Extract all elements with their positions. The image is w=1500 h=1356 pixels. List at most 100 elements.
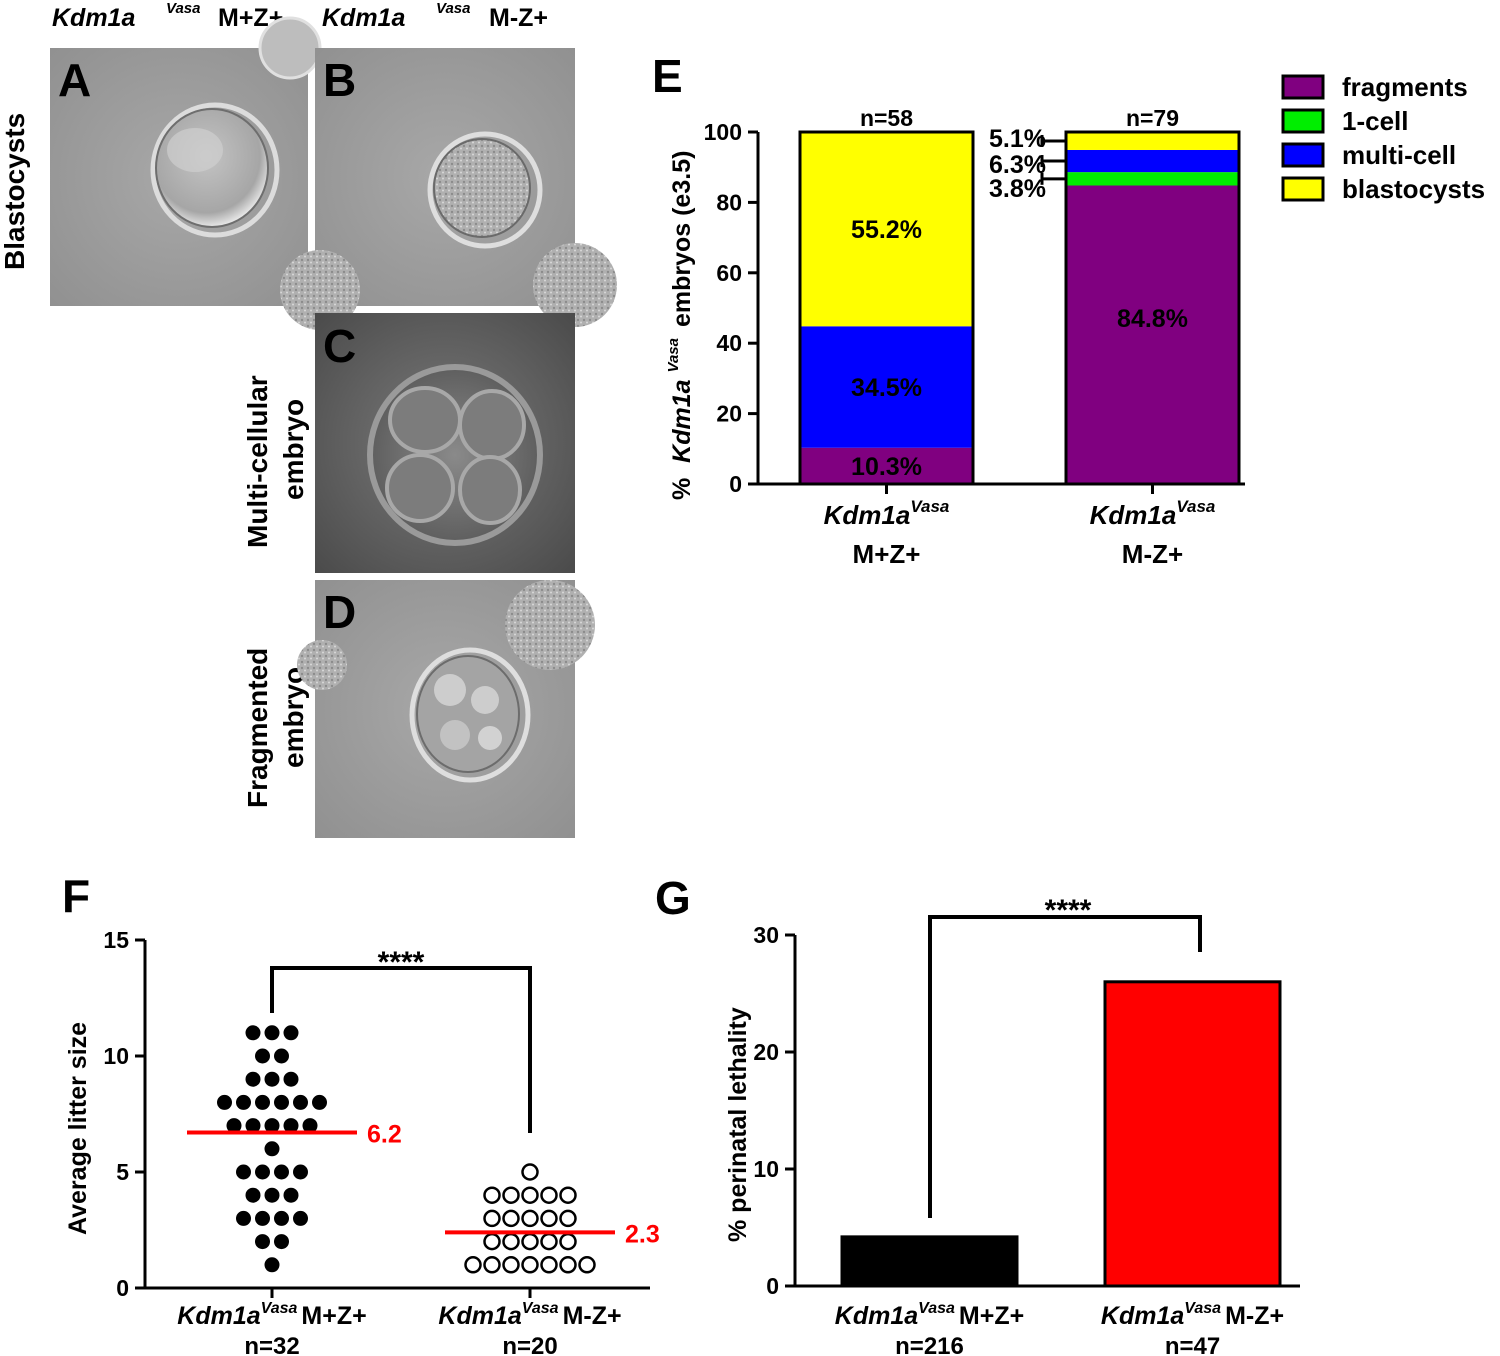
- geno-allele: Vasa: [910, 497, 949, 516]
- x-label: Kdm1aVasa M-Z+: [438, 1300, 621, 1330]
- callout-label: 3.8%: [989, 175, 1046, 203]
- y-tick-label: 20: [753, 1039, 779, 1065]
- y-tick-label: 20: [716, 401, 742, 427]
- legend-swatch-fragments: [1281, 74, 1325, 100]
- chart-f-ylabel: Average litter size: [64, 1022, 92, 1235]
- dot-filled: [217, 1094, 232, 1110]
- dot-filled: [283, 1025, 299, 1041]
- x-label-gene: Kdm1aVasa: [1090, 497, 1216, 530]
- dot-open: [559, 1186, 577, 1204]
- dot-open: [540, 1209, 558, 1228]
- mean-label: 2.3: [625, 1220, 660, 1248]
- y-tick-label: 30: [753, 922, 779, 948]
- legend-swatch-blastocysts: [1281, 176, 1325, 202]
- dot-filled: [226, 1118, 242, 1134]
- dot-open: [521, 1232, 539, 1251]
- micrograph-c: C: [315, 313, 575, 573]
- chart-g: G % perinatal lethality 0 10 20 30 **** Kdm…: [655, 872, 1300, 1356]
- n-label: n=216: [895, 1333, 964, 1356]
- significance-label: ****: [1045, 894, 1092, 927]
- row-label-fragmented-1: Fragmented: [242, 648, 273, 808]
- bar-segment-multi-cell: [800, 326, 973, 448]
- ylabel-suffix: embryos (e3.5): [668, 151, 696, 327]
- y-tick-label: 0: [766, 1273, 779, 1299]
- dot-open: [502, 1232, 520, 1251]
- x-label-genotype: M+Z+: [853, 539, 921, 569]
- dot-open: [502, 1209, 520, 1228]
- bar-segment-fragments: [800, 447, 973, 484]
- callout-label: 5.1%: [989, 125, 1046, 153]
- bar: [840, 1235, 1019, 1288]
- bar-segment-multi-cell: [1066, 149, 1239, 173]
- dot-open: [502, 1256, 520, 1274]
- dot-filled: [293, 1164, 308, 1180]
- y-tick-label: 5: [116, 1159, 129, 1185]
- geno-allele: Vasa: [1184, 1300, 1221, 1317]
- legend-swatch-multi-cell: [1281, 142, 1325, 168]
- dot-open: [540, 1186, 558, 1204]
- dot-filled: [245, 1187, 261, 1203]
- dot-filled: [264, 1118, 280, 1134]
- row-label-fragmented-2: embryo: [278, 667, 309, 768]
- legend-label-1-cell: 1-cell: [1342, 106, 1409, 136]
- n-label: n=58: [860, 105, 913, 131]
- geno-type: M+Z+: [301, 1302, 366, 1330]
- y-tick-label: 40: [716, 330, 742, 356]
- header-gene: Kdm1a: [52, 4, 135, 32]
- dot-filled: [264, 1187, 280, 1203]
- geno-allele: Vasa: [1176, 497, 1215, 516]
- geno-type: M-Z+: [1225, 1302, 1284, 1330]
- ylabel-allele: Vasa: [665, 338, 682, 372]
- row-label-multicellular-2: embryo: [278, 399, 309, 500]
- dot-open: [483, 1186, 501, 1204]
- n-label: n=32: [244, 1333, 299, 1356]
- geno-allele: Vasa: [918, 1300, 955, 1317]
- dot-filled: [274, 1048, 289, 1064]
- significance-bracket: [270, 966, 532, 1133]
- y-tick-label: 10: [103, 1043, 129, 1069]
- dot-open: [521, 1163, 539, 1181]
- geno-gene: Kdm1a: [824, 500, 911, 530]
- bar-segment-1-cell: [1066, 172, 1239, 186]
- panel-letter-g: G: [655, 872, 691, 924]
- dot-open: [464, 1256, 482, 1274]
- n-label: n=79: [1126, 105, 1179, 131]
- y-tick-label: 15: [103, 927, 129, 953]
- dot-filled: [255, 1164, 270, 1180]
- x-label: Kdm1aVasa M+Z+: [177, 1300, 366, 1330]
- significance-bracket: [928, 915, 1202, 1218]
- panel-letter-d: D: [323, 586, 356, 638]
- callout-label: 6.3%: [989, 151, 1046, 179]
- dot-filled: [293, 1210, 308, 1226]
- chart-e: E % Kdm1a Vasa embryos (e3.5) 0 20 40 60 80 1…: [652, 50, 1485, 569]
- data-label: 55.2%: [851, 216, 922, 244]
- dot-open: [540, 1232, 558, 1251]
- dot-filled: [264, 1257, 280, 1273]
- panel-letter-f: F: [62, 870, 90, 922]
- dot-filled: [302, 1118, 318, 1134]
- geno-type: M-Z+: [563, 1302, 622, 1330]
- bar-segment-blastocysts: [1066, 132, 1239, 150]
- dot-filled: [245, 1025, 261, 1041]
- micrograph-d: D: [297, 580, 595, 838]
- dot-filled: [312, 1094, 327, 1110]
- bar: [1103, 980, 1282, 1288]
- geno-allele: Vasa: [522, 1300, 559, 1317]
- row-label-multicellular-1: Multi-cellular: [242, 375, 273, 548]
- panel-letter-b: B: [323, 54, 356, 106]
- y-tick-label: 10: [753, 1156, 779, 1182]
- dot-filled: [255, 1094, 270, 1110]
- y-tick-label: 0: [729, 471, 742, 497]
- dot-open: [483, 1232, 501, 1251]
- legend-label-blastocysts: blastocysts: [1342, 174, 1485, 204]
- dot-filled: [255, 1210, 270, 1226]
- dot-filled: [255, 1234, 270, 1250]
- legend-label-fragments: fragments: [1342, 72, 1468, 102]
- dot-filled: [274, 1164, 289, 1180]
- header-gene: Kdm1a: [322, 4, 405, 32]
- dot-open: [559, 1256, 577, 1274]
- dot-filled: [274, 1210, 289, 1226]
- dot-filled: [245, 1118, 261, 1134]
- header-allele: Vasa: [166, 0, 200, 17]
- dot-open: [502, 1186, 520, 1204]
